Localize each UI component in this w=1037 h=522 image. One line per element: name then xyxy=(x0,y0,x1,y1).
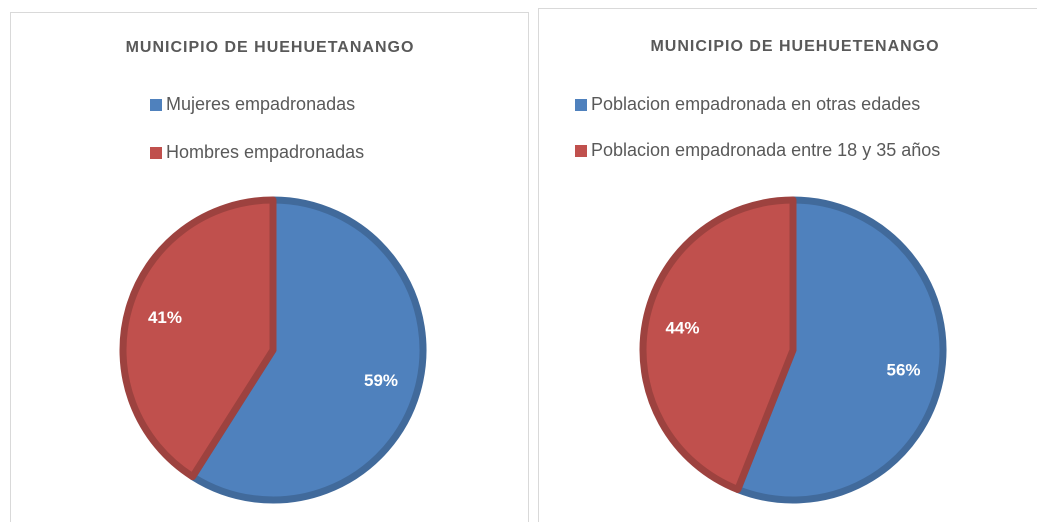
legend-label: Mujeres empadronadas xyxy=(166,94,355,114)
data-label: 44% xyxy=(665,318,699,337)
legend-swatch xyxy=(575,99,587,111)
legend-label: Hombres empadronadas xyxy=(166,142,364,162)
legend-swatch xyxy=(150,147,162,159)
pie-slice xyxy=(119,196,277,481)
data-label: 56% xyxy=(886,361,920,380)
legend-label: Poblacion empadronada en otras edades xyxy=(591,94,920,114)
data-label: 41% xyxy=(148,308,182,327)
legend-label: Poblacion empadronada entre 18 y 35 años xyxy=(591,140,940,160)
data-label: 59% xyxy=(364,371,398,390)
legend-swatch xyxy=(150,99,162,111)
pie-slice xyxy=(189,196,427,504)
pie-slice xyxy=(639,196,797,493)
chart-title: MUNICIPIO DE HUEHUETANANGO xyxy=(126,39,415,56)
pie-slice xyxy=(734,196,947,504)
chart-title: MUNICIPIO DE HUEHUETENANGO xyxy=(650,38,939,55)
legend-swatch xyxy=(575,145,587,157)
